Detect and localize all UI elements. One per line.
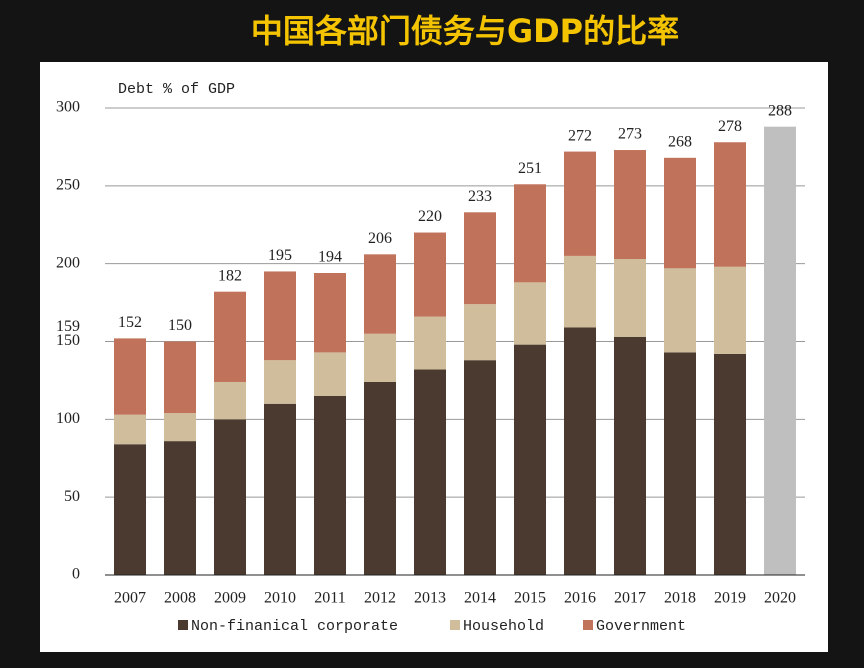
bar-segment [314, 395, 346, 575]
bar-segment [464, 304, 496, 361]
x-tick-label: 2010 [264, 590, 296, 607]
bar-segment [364, 333, 396, 382]
bar-segment [664, 157, 696, 269]
bar-segment [714, 142, 746, 267]
chart-title: 中国各部门债务与GDP的比率 [251, 12, 679, 50]
total-label: 194 [318, 249, 342, 266]
x-tick-label: 2017 [614, 590, 646, 607]
y-tick-label: 200 [56, 254, 80, 271]
bar-segment [564, 255, 596, 328]
x-tick-label: 2009 [214, 590, 246, 607]
x-tick-label: 2013 [414, 590, 446, 607]
y-tick-label: 100 [56, 410, 80, 427]
x-tick-label: 2011 [314, 590, 345, 607]
bar-segment [564, 151, 596, 256]
bar-segment [214, 381, 246, 420]
bar-segment [364, 381, 396, 575]
y-tick-label: 150 [56, 332, 80, 349]
bar-segment [614, 150, 646, 259]
total-label: 288 [768, 102, 792, 119]
bar-segment [414, 316, 446, 370]
bar-segment [314, 352, 346, 396]
total-label: 273 [618, 126, 642, 143]
bar-segment [464, 212, 496, 305]
bar-segment [164, 341, 196, 414]
total-label: 233 [468, 188, 492, 205]
legend-swatch [583, 620, 593, 630]
total-label: 251 [518, 160, 542, 177]
bar-segment [564, 327, 596, 575]
bar-segment [714, 266, 746, 354]
x-tick-label: 2019 [714, 590, 746, 607]
x-tick-label: 2018 [664, 590, 696, 607]
total-label: 182 [218, 267, 242, 284]
bar-segment [514, 184, 546, 283]
bar-segment [414, 232, 446, 317]
bar-segment [514, 282, 546, 345]
x-tick-label: 2008 [164, 590, 196, 607]
bar-segment [664, 352, 696, 575]
total-label: 268 [668, 133, 692, 150]
bar-segment [164, 413, 196, 442]
bar-segment [614, 336, 646, 575]
y-tick-label: 300 [56, 99, 80, 116]
total-label: 150 [168, 317, 192, 334]
total-label: 220 [418, 208, 442, 225]
bar-segment [414, 369, 446, 575]
y-tick-label: 50 [64, 488, 80, 505]
total-label: 272 [568, 127, 592, 144]
bar-segment [114, 414, 146, 445]
y-axis-label: Debt % of GDP [118, 81, 235, 98]
total-label: 206 [368, 230, 392, 247]
bar-segment [364, 254, 396, 334]
bar-segment [214, 291, 246, 382]
legend-label: Household [463, 618, 544, 635]
x-tick-label: 2016 [564, 590, 596, 607]
legend-swatch [450, 620, 460, 630]
bar-segment [314, 273, 346, 353]
bar-segment [714, 353, 746, 575]
legend-label: Government [596, 618, 686, 635]
bar-segment [264, 403, 296, 575]
bar-segment [114, 338, 146, 415]
x-tick-label: 2012 [364, 590, 396, 607]
legend-label: Non-finanical corporate [191, 618, 398, 635]
bar-segment [464, 360, 496, 575]
x-tick-label: 2014 [464, 590, 496, 607]
total-label: 195 [268, 247, 292, 264]
y-tick-label: 0 [72, 566, 80, 583]
bar-segment [114, 444, 146, 575]
total-label: 278 [718, 118, 742, 135]
bar-segment [514, 344, 546, 575]
legend-swatch [178, 620, 188, 630]
x-tick-label: 2015 [514, 590, 546, 607]
total-label: 152 [118, 314, 142, 331]
bar-segment [614, 258, 646, 337]
bar-segment [664, 268, 696, 353]
bar-segment [214, 419, 246, 575]
bar-segment [264, 271, 296, 361]
y-annotation: 159 [56, 318, 80, 335]
bar-segment [264, 360, 296, 404]
x-tick-label: 2007 [114, 590, 146, 607]
bar-segment [164, 441, 196, 575]
y-tick-label: 250 [56, 177, 80, 194]
x-tick-label: 2020 [764, 590, 796, 607]
bar [764, 126, 796, 576]
